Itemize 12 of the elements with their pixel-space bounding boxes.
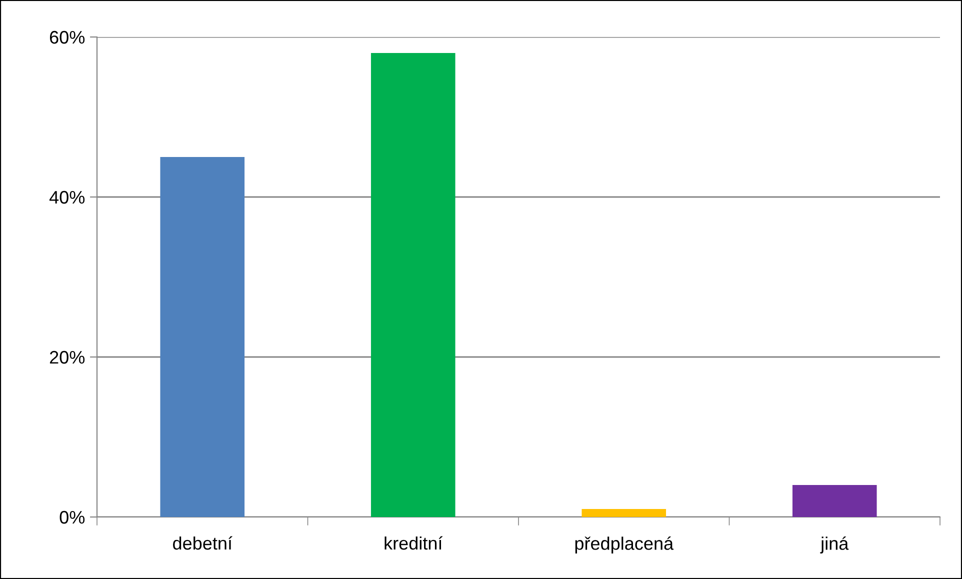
x-tick-label: debetní [173, 536, 232, 550]
x-tick-label: jiná [820, 536, 849, 554]
y-tick-label: 40% [49, 190, 85, 204]
y-tick-label: 0% [60, 510, 85, 524]
bar [582, 509, 666, 517]
y-tick-label: 60% [50, 30, 85, 44]
x-tick-label: kreditní [384, 536, 443, 550]
bar [160, 157, 245, 517]
bar [792, 485, 877, 517]
bar [370, 53, 456, 517]
y-tick-label: 20% [50, 350, 85, 364]
x-tick-label: předplacená [575, 536, 674, 554]
